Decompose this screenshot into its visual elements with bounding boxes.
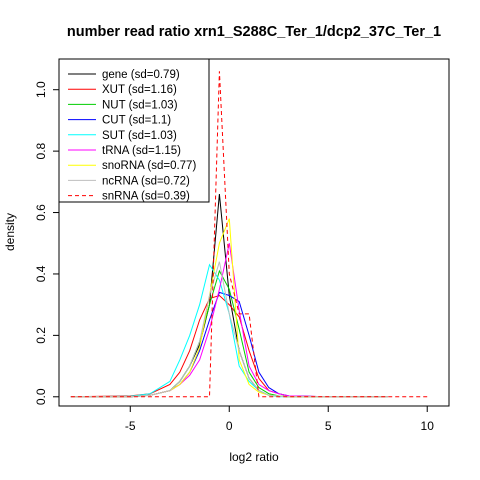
legend: gene (sd=0.79) XUT (sd=1.16) NUT (sd=1.03)…	[58, 58, 210, 203]
chart-title: number read ratio xrn1_S288C_Ter_1/dcp2_…	[67, 24, 441, 40]
series-line-4	[70, 263, 388, 398]
legend-label: CUT (sd=1.1)	[102, 115, 171, 127]
legend-label: ncRNA (sd=0.72)	[102, 175, 190, 187]
series-layer	[70, 71, 428, 398]
y-tick-label: 0.4	[34, 265, 48, 282]
y-tick-label: 0.0	[34, 388, 48, 405]
y-tick-label: 0.6	[34, 204, 48, 221]
legend-box	[58, 58, 210, 203]
x-tick-label: -5	[125, 419, 136, 433]
legend-label: gene (sd=0.79)	[102, 69, 180, 81]
x-tick-label: 5	[325, 419, 332, 433]
series-line-7	[70, 261, 388, 398]
legend-label: SUT (sd=1.03)	[102, 130, 177, 142]
y-tick-label: 0.8	[34, 142, 48, 159]
legend-label: snoRNA (sd=0.77)	[102, 160, 196, 172]
legend-label: XUT (sd=1.16)	[102, 84, 177, 96]
y-tick-label: 0.2	[34, 327, 48, 344]
x-axis: -5 0 5 10	[125, 405, 435, 433]
y-tick-label: 1.0	[34, 81, 48, 98]
x-tick-label: 10	[421, 419, 435, 433]
x-axis-label: log2 ratio	[229, 450, 279, 464]
y-axis-label: density	[3, 213, 17, 251]
legend-label: snRNA (sd=0.39)	[102, 191, 190, 203]
legend-label: NUT (sd=1.03)	[102, 99, 178, 111]
series-line-8	[70, 71, 428, 398]
legend-label: tRNA (sd=1.15)	[102, 145, 181, 157]
x-tick-label: 0	[226, 419, 233, 433]
